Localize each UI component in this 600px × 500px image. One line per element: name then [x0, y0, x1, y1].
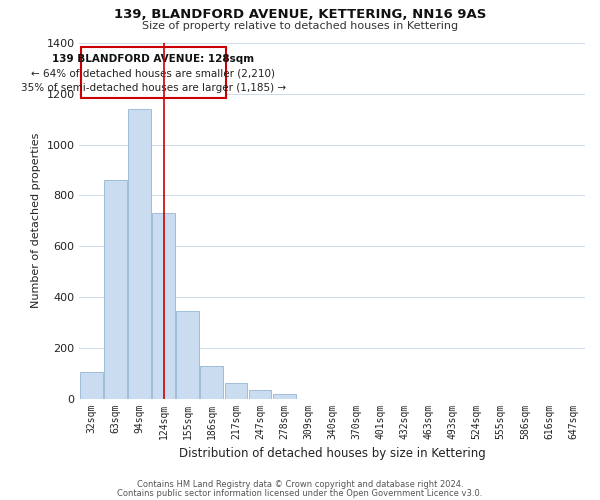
Bar: [200, 366, 223, 398]
Bar: [272, 394, 296, 398]
Bar: [248, 390, 271, 398]
Text: 139, BLANDFORD AVENUE, KETTERING, NN16 9AS: 139, BLANDFORD AVENUE, KETTERING, NN16 9…: [114, 8, 486, 20]
Text: Contains public sector information licensed under the Open Government Licence v3: Contains public sector information licen…: [118, 488, 482, 498]
X-axis label: Distribution of detached houses by size in Kettering: Distribution of detached houses by size …: [179, 447, 485, 460]
Bar: [176, 311, 199, 398]
Text: 139 BLANDFORD AVENUE: 128sqm: 139 BLANDFORD AVENUE: 128sqm: [52, 54, 254, 64]
Bar: [224, 383, 247, 398]
Text: Contains HM Land Registry data © Crown copyright and database right 2024.: Contains HM Land Registry data © Crown c…: [137, 480, 463, 489]
Bar: [152, 213, 175, 398]
Text: ← 64% of detached houses are smaller (2,210): ← 64% of detached houses are smaller (2,…: [31, 68, 275, 78]
FancyBboxPatch shape: [80, 47, 226, 98]
Bar: [104, 180, 127, 398]
Text: Size of property relative to detached houses in Kettering: Size of property relative to detached ho…: [142, 21, 458, 31]
Text: 35% of semi-detached houses are larger (1,185) →: 35% of semi-detached houses are larger (…: [21, 83, 286, 93]
Bar: [128, 109, 151, 399]
Y-axis label: Number of detached properties: Number of detached properties: [31, 133, 41, 308]
Bar: [80, 372, 103, 398]
